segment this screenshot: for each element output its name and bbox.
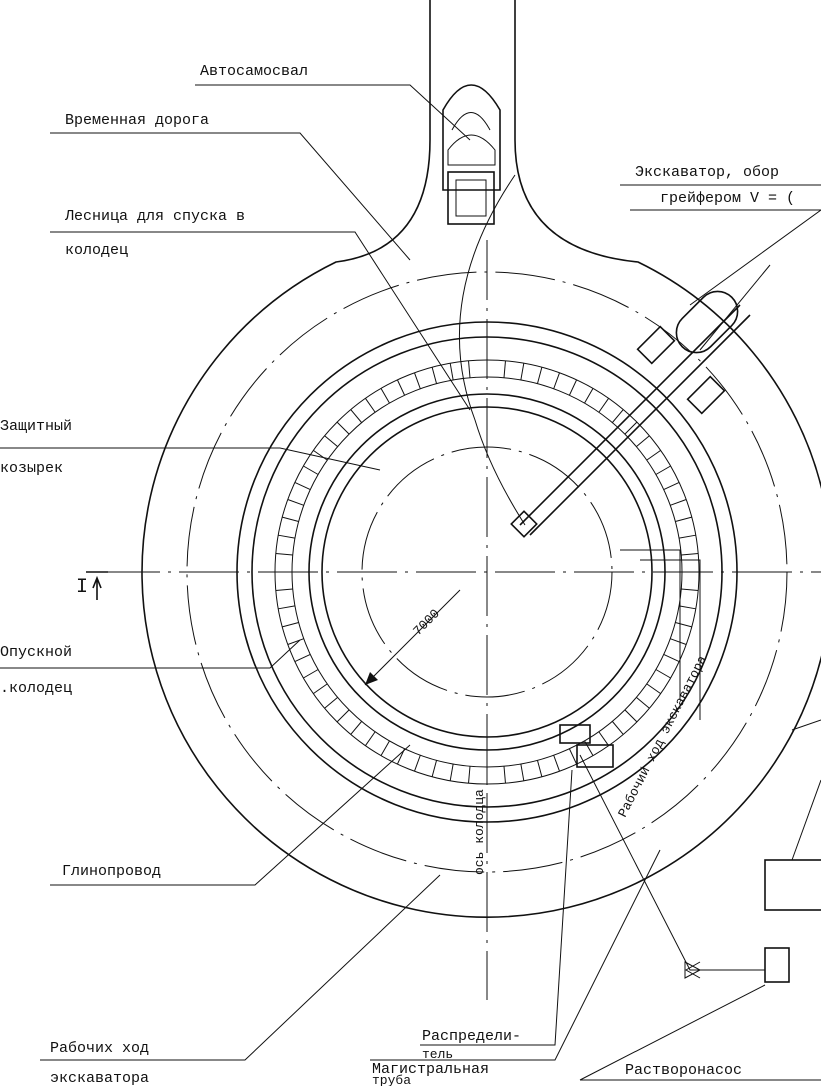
label: Экскаватор, обор <box>635 164 779 181</box>
ring-tick <box>325 436 338 447</box>
label: Рабочих ход <box>50 1040 149 1057</box>
ring-tick <box>278 606 295 609</box>
label: Растворонасос <box>625 1062 742 1079</box>
ring-tick <box>675 622 691 626</box>
pump-box <box>765 948 789 982</box>
ring-tick <box>303 466 318 475</box>
drawing: Автосамосвал Временная дорога Экскаватор… <box>0 0 821 1086</box>
label: .колодец <box>0 680 72 697</box>
label: экскаватора <box>50 1070 149 1086</box>
dimension-line <box>365 590 460 685</box>
ring-tick <box>504 361 505 378</box>
ring-tick <box>537 367 541 383</box>
ring-tick <box>365 732 375 746</box>
ring-tick <box>504 766 505 783</box>
ring-tick <box>450 764 453 781</box>
label: козырек <box>0 460 63 477</box>
ring-tick <box>450 363 453 380</box>
ring-tick <box>636 436 649 447</box>
label: Защитный <box>0 418 72 435</box>
ring-tick <box>656 670 671 679</box>
ring-tick <box>681 554 698 555</box>
ring-tick <box>337 710 349 722</box>
excavator-icon <box>511 265 770 537</box>
ring-tick <box>625 710 637 722</box>
ring-tick <box>679 606 696 609</box>
ring-tick <box>282 517 298 521</box>
ring-tick <box>537 760 541 776</box>
ring-tick <box>276 554 293 555</box>
ring-tick <box>647 684 661 694</box>
label: тель <box>422 1047 453 1062</box>
ring-tick <box>554 755 560 771</box>
ring-tick <box>365 398 375 412</box>
label: Лесница для спуска в <box>64 208 245 225</box>
label: труба <box>372 1073 411 1086</box>
label: Автосамосвал <box>200 63 308 80</box>
ring-tick <box>625 422 637 434</box>
label: Опускной <box>0 644 72 661</box>
ring-tick <box>569 749 576 764</box>
ring-tick <box>670 639 686 645</box>
ring-tick <box>469 766 470 783</box>
ring-tick <box>313 450 327 460</box>
ring-tick <box>325 697 338 708</box>
swing-arc <box>459 175 525 525</box>
distributor-box <box>577 745 613 767</box>
ring-tick <box>656 466 671 475</box>
ring-tick <box>521 363 524 380</box>
label: Глинопровод <box>62 863 161 880</box>
ring-tick <box>282 622 298 626</box>
ring-tick <box>295 654 310 661</box>
truck-icon <box>443 85 500 224</box>
ring-tick <box>381 741 390 756</box>
ring-tick <box>276 589 293 590</box>
ring-tick <box>313 684 327 694</box>
ring-tick <box>599 398 609 412</box>
ring-tick <box>432 367 436 383</box>
ring-tick <box>288 499 304 505</box>
ring-tick <box>569 380 576 395</box>
ring-tick <box>414 755 420 771</box>
ring-tick <box>337 422 349 434</box>
ring-tick <box>664 482 679 489</box>
ring-tick <box>664 654 679 661</box>
ring-tick <box>381 388 390 403</box>
label: 7000 <box>410 606 443 639</box>
section-arrow <box>93 578 101 600</box>
label: Распредели- <box>422 1028 521 1045</box>
leaders <box>0 85 821 1080</box>
ring-tick <box>469 361 470 378</box>
label: ось колодца <box>472 789 487 875</box>
ring-tick <box>670 499 686 505</box>
ring-tick <box>303 670 318 679</box>
ring-tick <box>554 373 560 389</box>
tank-box <box>765 860 821 910</box>
ring-tick <box>612 721 623 734</box>
ring-tick <box>414 373 420 389</box>
ring-tick <box>681 589 698 590</box>
ring-tick <box>295 482 310 489</box>
label: I <box>76 576 88 599</box>
ring-tick <box>599 732 609 746</box>
ring-tick <box>679 535 696 538</box>
label: Временная дорога <box>65 112 209 129</box>
label: колодец <box>65 242 128 259</box>
ring-tick <box>351 410 362 423</box>
label: грейфером V = ( <box>660 190 795 207</box>
ring-tick <box>521 764 524 781</box>
ring-tick <box>647 450 661 460</box>
ring-tick <box>432 760 436 776</box>
ring-tick <box>612 410 623 423</box>
leader <box>792 780 821 860</box>
ring-tick <box>675 517 691 521</box>
ring-tick <box>636 697 649 708</box>
ring-tick <box>351 721 362 734</box>
ring-tick <box>278 535 295 538</box>
ring-tick <box>397 380 404 395</box>
ring-tick <box>585 388 594 403</box>
